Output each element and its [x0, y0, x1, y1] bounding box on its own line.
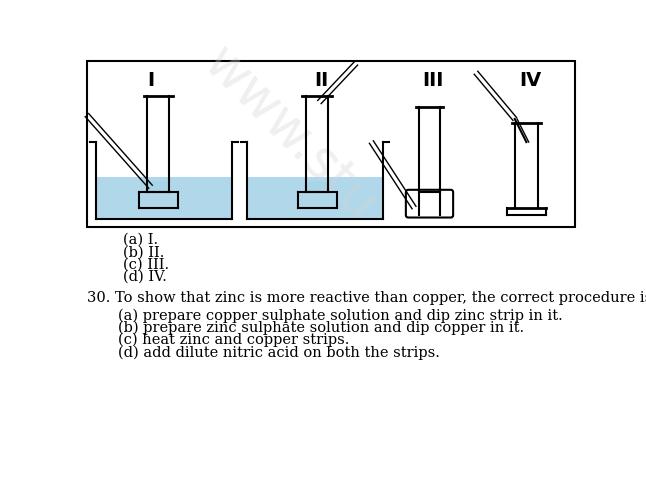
Text: (d) add dilute nitric acid on both the strips.: (d) add dilute nitric acid on both the s…	[118, 345, 440, 360]
Text: 30. To show that zinc is more reactive than copper, the correct procedure is to: 30. To show that zinc is more reactive t…	[87, 292, 646, 305]
Text: www.stu: www.stu	[193, 37, 387, 231]
Text: (a) prepare copper sulphate solution and dip zinc strip in it.: (a) prepare copper sulphate solution and…	[118, 308, 563, 323]
Text: I: I	[147, 71, 154, 90]
Text: (b) prepare zinc sulphate solution and dip copper in it.: (b) prepare zinc sulphate solution and d…	[118, 321, 524, 335]
Bar	[147, 181, 169, 192]
Text: (a) I.: (a) I.	[123, 233, 158, 247]
Bar	[306, 181, 328, 192]
Bar	[247, 177, 383, 219]
Bar	[96, 177, 232, 219]
Text: (c) III.: (c) III.	[123, 258, 169, 272]
FancyBboxPatch shape	[406, 190, 453, 217]
Text: (d) IV.: (d) IV.	[123, 270, 167, 284]
Text: IV: IV	[519, 71, 541, 90]
Bar	[87, 61, 575, 227]
Text: II: II	[314, 71, 328, 90]
Text: III: III	[422, 71, 444, 90]
Text: (c) heat zinc and copper strips.: (c) heat zinc and copper strips.	[118, 333, 349, 348]
Text: (b) II.: (b) II.	[123, 245, 165, 259]
